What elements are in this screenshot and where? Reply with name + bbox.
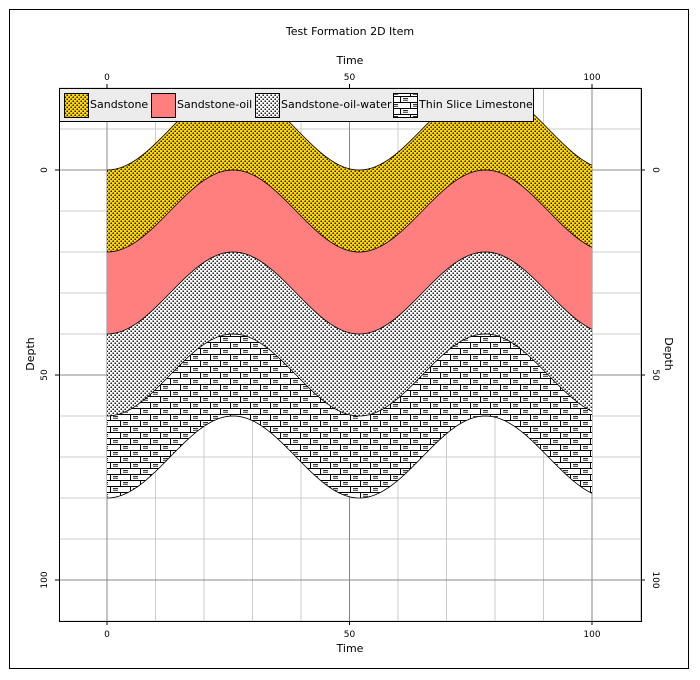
x-tick-label-top: 0	[104, 73, 110, 83]
x-tick-label-top: 100	[583, 73, 600, 83]
boundary-line-2	[106, 169, 593, 253]
legend-label-2: Sandstone-oil	[177, 98, 252, 111]
boundary-line-4	[106, 333, 593, 417]
chart-title: Test Formation 2D Item	[285, 25, 414, 38]
y-tick-label-left: 100	[40, 571, 50, 588]
band-1	[107, 88, 592, 252]
axis-ticks: 0 0 50 50 100 100 0 0 50 50 100 100	[40, 73, 660, 640]
y-tick-label-right: 100	[650, 571, 660, 588]
y-tick-label-left: 50	[40, 369, 50, 381]
legend-swatch-1	[64, 93, 89, 118]
x-axis-label-bottom: Time	[336, 642, 364, 655]
formation-bands	[107, 88, 592, 498]
x-tick-label-bottom: 50	[344, 630, 356, 640]
legend-label-1: Sandstone	[90, 98, 148, 111]
legend-label-4: Thin Slice Limestone	[418, 98, 533, 111]
y-axis-label-right: Depth	[662, 337, 675, 371]
x-tick-label-bottom: 100	[583, 630, 600, 640]
x-tick-label-bottom: 0	[104, 630, 110, 640]
band-3	[107, 252, 592, 416]
figure-frame	[9, 9, 689, 669]
x-axis-label-top: Time	[336, 54, 364, 67]
legend-swatch-4	[393, 93, 418, 118]
band-2	[107, 170, 592, 334]
y-tick-label-right: 0	[650, 167, 660, 173]
y-axis-label-left: Depth	[24, 337, 37, 371]
y-tick-label-left: 0	[40, 167, 50, 173]
legend-label-3: Sandstone-oil-water	[281, 98, 392, 111]
boundary-line-3	[106, 251, 593, 335]
x-tick-label-top: 50	[344, 73, 356, 83]
legend: Sandstone Sandstone-oil Sandstone-oil-wate…	[59, 88, 534, 122]
boundary-line-5	[106, 415, 593, 499]
legend-swatch-2	[151, 93, 176, 118]
legend-box	[59, 88, 534, 122]
legend-swatch-3	[255, 93, 280, 118]
band-4	[107, 334, 592, 498]
y-tick-label-right: 50	[650, 369, 660, 381]
